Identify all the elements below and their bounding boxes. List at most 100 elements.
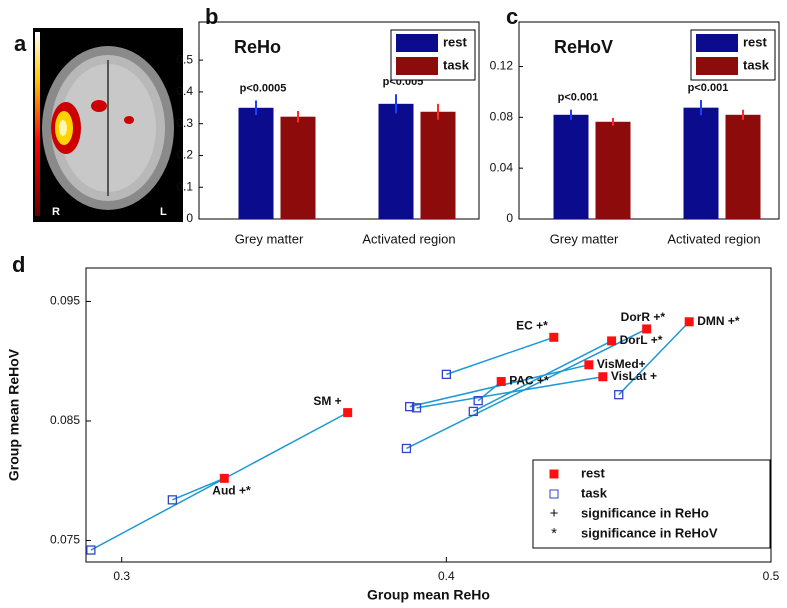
x-tick-label: Activated region <box>362 231 455 246</box>
y-tick-label: 0.08 <box>490 109 514 123</box>
scatter-point <box>468 406 478 417</box>
point-label: VisMed+ <box>597 357 646 371</box>
y-tick-label: 0 <box>186 211 193 225</box>
y-tick-label: 0.085 <box>50 413 80 427</box>
legend-marker <box>549 469 559 479</box>
legend-swatch <box>396 34 438 52</box>
legend-label: significance in ReHo <box>581 505 709 520</box>
p-value-annotation: p<0.001 <box>558 92 599 104</box>
x-tick-label: 0.3 <box>113 569 130 583</box>
legend-label: rest <box>443 34 468 49</box>
plot-frame <box>518 21 780 220</box>
y-tick-label: 0.2 <box>176 148 193 162</box>
pair-connector <box>446 336 555 376</box>
chart-title: ReHoV <box>554 37 613 57</box>
p-value-annotation: p<0.001 <box>688 82 729 94</box>
x-axis-label: Group mean ReHo <box>367 587 490 603</box>
bar <box>420 111 456 219</box>
bar <box>378 103 414 219</box>
legend-swatch <box>396 57 438 75</box>
point-label: DorL +* <box>620 333 663 347</box>
scatter-point <box>607 336 617 346</box>
legend-swatch <box>696 34 738 52</box>
bar <box>238 107 274 219</box>
orientation-label: R <box>52 206 60 218</box>
scatter-point <box>441 369 452 380</box>
activation-blob <box>59 120 67 136</box>
activation-blob <box>91 100 107 112</box>
panel-label: a <box>14 31 27 56</box>
legend-label: rest <box>581 465 606 480</box>
legend-swatch <box>696 57 738 75</box>
legend-symbol: + <box>550 505 559 522</box>
scatter-point <box>549 332 559 342</box>
chart-title: ReHo <box>234 37 281 57</box>
orientation-label: L <box>160 206 167 218</box>
pair-connector <box>618 321 690 396</box>
scatter-point <box>584 360 594 370</box>
scatter-point <box>496 377 506 387</box>
bar <box>595 121 631 219</box>
point-label: Aud +* <box>212 484 251 498</box>
point-label: PAC +* <box>509 374 549 388</box>
scatter-point <box>684 317 694 327</box>
legend-label: significance in ReHoV <box>581 525 718 540</box>
legend-label: rest <box>743 34 768 49</box>
pair-connector <box>406 328 647 450</box>
panel-label: d <box>12 252 25 277</box>
point-label: EC +* <box>516 318 548 332</box>
x-tick-label: Grey matter <box>235 231 304 246</box>
point-label: DMN +* <box>697 314 740 328</box>
x-tick-label: 0.5 <box>763 569 780 583</box>
pair-connector <box>90 411 349 551</box>
scatter-point <box>411 403 422 413</box>
plot-frame <box>198 21 480 220</box>
colorbar <box>35 32 40 216</box>
y-axis-label: Group mean ReHoV <box>6 348 22 481</box>
y-tick-label: 0.075 <box>50 533 80 547</box>
point-label: VisLat + <box>611 369 657 383</box>
x-tick-label: Grey matter <box>550 231 619 246</box>
p-value-annotation: p<0.0005 <box>240 82 287 94</box>
scatter-point <box>219 473 229 483</box>
y-tick-label: 0.04 <box>490 160 514 174</box>
activation-blob <box>124 116 134 124</box>
y-tick-label: 0.5 <box>176 52 193 66</box>
legend-box <box>532 459 771 549</box>
panel-label: c <box>506 4 518 29</box>
y-tick-label: 0.3 <box>176 116 193 130</box>
panel-label: b <box>205 4 218 29</box>
y-tick-label: 0.4 <box>176 84 193 98</box>
bar <box>683 107 719 219</box>
brain-image <box>33 28 183 222</box>
scatter-point <box>343 408 353 418</box>
x-tick-label: Activated region <box>667 231 760 246</box>
x-tick-label: 0.4 <box>438 569 455 583</box>
legend-symbol: * <box>551 525 557 542</box>
y-tick-label: 0.095 <box>50 294 80 308</box>
bar <box>553 114 589 219</box>
point-label: DorR +* <box>621 310 666 324</box>
y-tick-label: 0 <box>506 211 513 225</box>
y-tick-label: 0.12 <box>490 59 514 73</box>
scatter-point <box>598 372 608 382</box>
legend-label: task <box>581 485 608 500</box>
point-label: SM + <box>313 394 341 408</box>
legend-label: task <box>743 57 770 72</box>
bar <box>725 114 761 219</box>
scatter-point <box>642 324 652 334</box>
pair-connector <box>172 477 225 501</box>
legend-marker <box>549 489 559 499</box>
pair-connector <box>416 376 603 409</box>
scatter-point <box>473 396 483 406</box>
scatter-point <box>86 545 96 555</box>
scatter-point <box>405 401 415 412</box>
y-tick-label: 0.1 <box>176 179 193 193</box>
bar <box>280 116 316 219</box>
scatter-point <box>614 390 624 400</box>
scatter-point <box>401 443 412 454</box>
plot-frame <box>85 267 772 563</box>
legend-label: task <box>443 57 470 72</box>
